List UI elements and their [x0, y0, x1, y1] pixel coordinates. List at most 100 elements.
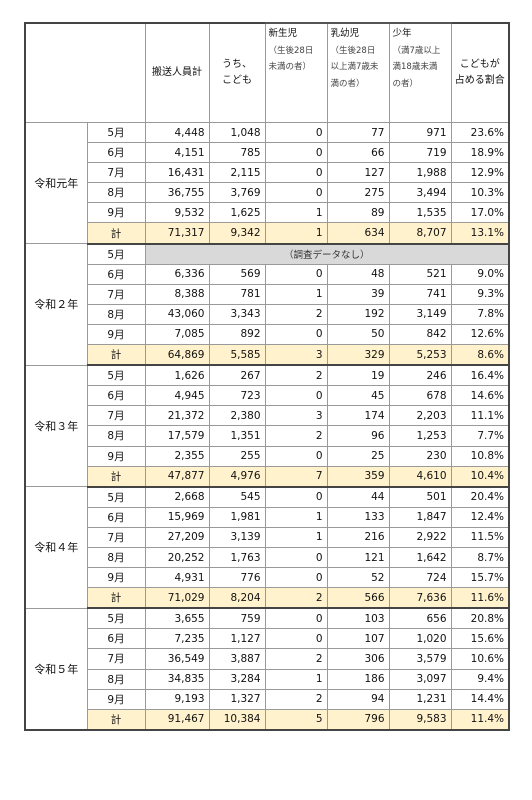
- total-cell: 47,877: [144, 465, 210, 488]
- total-cell: 2,355: [144, 445, 210, 467]
- newborn-header: 新生児 （生後28日 未満の者）: [264, 22, 328, 123]
- month-cell: 8月: [86, 182, 146, 204]
- newborn-cell: 3: [264, 405, 328, 427]
- newborn-cell: 2: [264, 587, 328, 610]
- total-cell: 71,317: [144, 222, 210, 245]
- infant-cell: 19: [326, 364, 390, 387]
- total-cell: 9,532: [144, 202, 210, 224]
- total-cell: 6,336: [144, 263, 210, 285]
- total-cell: 91,467: [144, 708, 210, 731]
- table-row: 6月 4,945 723 0 45 678 14.6%: [25, 385, 510, 407]
- children-cell: 785: [208, 142, 266, 164]
- total-header: 搬送人員計: [144, 22, 210, 123]
- children-header-line1: うち、: [222, 59, 252, 70]
- table-row: 6月 7,235 1,127 0 107 1,020 15.6%: [25, 628, 510, 650]
- youth-cell: 521: [388, 263, 452, 285]
- youth-cell: 3,579: [388, 648, 452, 670]
- youth-cell: 501: [388, 486, 452, 508]
- table-row: 7月 21,372 2,380 3 174 2,203 11.1%: [25, 405, 510, 427]
- youth-header-label: 少年: [392, 28, 412, 39]
- month-cell: 5月: [86, 121, 146, 144]
- month-cell: 7月: [86, 526, 146, 548]
- youth-cell: 1,847: [388, 506, 452, 528]
- youth-cell: 3,149: [388, 303, 452, 325]
- table-row: 9月 7,085 892 0 50 842 12.6%: [25, 323, 510, 346]
- children-cell: 1,763: [208, 546, 266, 569]
- ratio-header-line2: 占める割合: [454, 75, 505, 86]
- newborn-header-label: 新生児: [268, 28, 298, 39]
- children-cell: 723: [208, 385, 266, 407]
- month-cell: 5月: [86, 243, 146, 265]
- month-header: [87, 22, 146, 123]
- youth-cell: 7,636: [388, 587, 452, 610]
- table-row: 6月 6,336 569 0 48 521 9.0%: [25, 263, 510, 285]
- ratio-cell: 10.3%: [450, 182, 510, 204]
- heatstroke-transport-table: 搬送人員計 うち、 こども 新生児 （生後28日 未満の者） 乳幼児 （生後28…: [24, 22, 510, 731]
- table-total-row: 計 64,869 5,585 3 329 5,253 8.6%: [25, 344, 510, 367]
- month-cell: 6月: [86, 385, 146, 407]
- newborn-cell: 3: [264, 344, 328, 367]
- youth-cell: 842: [388, 323, 452, 346]
- children-cell: 3,769: [208, 182, 266, 204]
- youth-cell: 1,988: [388, 162, 452, 184]
- infant-cell: 45: [326, 385, 390, 407]
- table-row: 令和３年 5月 1,626 267 2 19 246 16.4%: [24, 364, 510, 488]
- ratio-cell: 8.6%: [450, 344, 510, 367]
- ratio-cell: 17.0%: [450, 202, 510, 224]
- children-cell: 1,048: [208, 121, 266, 144]
- infant-cell: 52: [326, 567, 390, 589]
- table-row: 6月 4,151 785 0 66 719 18.9%: [25, 142, 510, 164]
- month-cell: 5月: [86, 607, 146, 630]
- total-cell: 36,549: [144, 648, 210, 670]
- infant-cell: 94: [326, 688, 390, 710]
- total-cell: 16,431: [144, 162, 210, 184]
- ratio-cell: 9.0%: [450, 263, 510, 285]
- newborn-cell: 0: [264, 142, 328, 164]
- infant-cell: 275: [326, 182, 390, 204]
- table-total-row: 計 71,317 9,342 1 634 8,707 13.1%: [25, 222, 510, 245]
- newborn-cell: 1: [264, 202, 328, 224]
- ratio-cell: 20.8%: [450, 607, 510, 630]
- table-row: 9月 9,532 1,625 1 89 1,535 17.0%: [25, 202, 510, 224]
- month-cell: 6月: [86, 506, 146, 528]
- youth-note-line1: （満7歳以上: [392, 45, 441, 56]
- infant-cell: 192: [326, 303, 390, 325]
- youth-cell: 230: [388, 445, 452, 467]
- children-cell: 776: [208, 567, 266, 589]
- ratio-cell: 16.4%: [450, 364, 510, 387]
- infant-cell: 96: [326, 425, 390, 447]
- table-row: 9月 9,193 1,327 2 94 1,231 14.4%: [25, 688, 510, 710]
- infant-cell: 48: [326, 263, 390, 285]
- month-cell: 7月: [86, 283, 146, 305]
- children-header: うち、 こども: [208, 22, 266, 123]
- newborn-cell: 0: [264, 607, 328, 630]
- infant-cell: 127: [326, 162, 390, 184]
- total-cell: 34,835: [144, 668, 210, 690]
- total-cell: 27,209: [144, 526, 210, 548]
- table-total-row: 計 47,877 4,976 7 359 4,610 10.4%: [25, 465, 510, 488]
- year-label: 令和３年: [24, 364, 88, 488]
- month-cell: 9月: [86, 323, 146, 346]
- newborn-cell: 0: [264, 567, 328, 589]
- children-cell: 3,284: [208, 668, 266, 690]
- infant-cell: 306: [326, 648, 390, 670]
- ratio-cell: 11.1%: [450, 405, 510, 427]
- infant-note-line2: 以上満7歳未: [330, 62, 379, 73]
- youth-cell: 9,583: [388, 708, 452, 731]
- children-cell: 1,351: [208, 425, 266, 447]
- ratio-cell: 11.6%: [450, 587, 510, 610]
- total-cell: 7,085: [144, 323, 210, 346]
- month-cell: 6月: [86, 263, 146, 285]
- month-cell: 7月: [86, 162, 146, 184]
- table-body: 令和元年 5月 4,448 1,048 0 77 971 23.6% 6月 4,151 785 0 66…: [24, 121, 510, 731]
- ratio-header: こどもが 占める割合: [450, 22, 510, 123]
- newborn-cell: 0: [264, 385, 328, 407]
- children-cell: 892: [208, 323, 266, 346]
- table-total-row: 計 91,467 10,384 5 796 9,583 11.4%: [25, 708, 510, 731]
- newborn-cell: 0: [264, 628, 328, 650]
- newborn-cell: 2: [264, 425, 328, 447]
- ratio-cell: 9.3%: [450, 283, 510, 305]
- youth-cell: 724: [388, 567, 452, 589]
- newborn-cell: 0: [264, 486, 328, 508]
- infant-cell: 50: [326, 323, 390, 346]
